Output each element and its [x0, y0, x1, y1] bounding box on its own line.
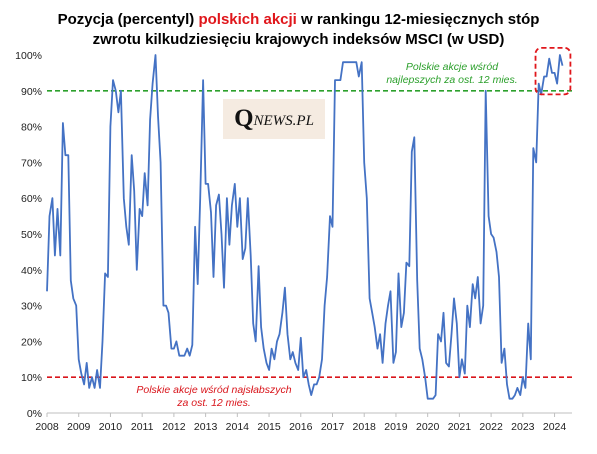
x-tick-label: 2010 [99, 421, 123, 433]
x-tick-label: 2019 [384, 421, 408, 433]
x-tick-label: 2024 [543, 421, 567, 433]
x-tick-label: 2015 [257, 421, 281, 433]
logo-text: NEWS.PL [253, 112, 314, 129]
y-tick-label: 10% [21, 372, 42, 384]
x-tick-label: 2018 [353, 421, 377, 433]
y-tick-label: 30% [21, 301, 42, 313]
qnews-logo: Q NEWS.PL [223, 99, 325, 139]
lower-annotation-line2: za ost. 12 mies. [176, 397, 251, 409]
chart-title-part2: w rankingu 12-miesięcznych stóp [296, 11, 540, 28]
x-tick-label: 2022 [479, 421, 503, 433]
x-tick-label: 2012 [162, 421, 186, 433]
x-tick-label: 2011 [131, 421, 154, 433]
chart-title-line1: Pozycja (percentyl) polskich akcji w ran… [0, 10, 597, 30]
x-tick-label: 2013 [194, 421, 218, 433]
series-layer [46, 54, 564, 400]
y-tick-label: 20% [21, 336, 42, 348]
y-tick-label: 90% [21, 86, 42, 98]
y-tick-label: 80% [21, 122, 42, 134]
x-tick-label: 2009 [67, 421, 91, 433]
upper-annotation-line1: Polskie akcje wśród [406, 61, 499, 73]
x-tick-label: 2021 [448, 421, 472, 433]
y-tick-label: 70% [21, 157, 42, 169]
axes: 0% 10% 20% 30% 40% 50% 60% 70% 80% 90% 100% 2008 200… [15, 50, 572, 433]
chart-title: Pozycja (percentyl) polskich akcji w ran… [0, 10, 597, 50]
chart-title-highlight: polskich akcji [198, 11, 297, 28]
y-tick-label: 60% [21, 193, 42, 205]
chart-title-part1: Pozycja (percentyl) [57, 11, 199, 28]
series-line [46, 54, 564, 400]
y-tick-label: 50% [21, 229, 42, 241]
logo-letter-q: Q [234, 105, 254, 132]
x-tick-label: 2014 [226, 421, 250, 433]
y-tick-label: 100% [15, 50, 42, 62]
y-tick-label: 0% [27, 408, 42, 420]
chart-title-line2: zwrotu kilkudziesięciu krajowych indeksó… [92, 31, 505, 48]
y-tick-label: 40% [21, 265, 42, 277]
x-tick-label: 2008 [35, 421, 59, 433]
x-tick-label: 2023 [511, 421, 535, 433]
x-tick-label: 2020 [416, 421, 440, 433]
lower-annotation-line1: Polskie akcje wśród najsłabszych [136, 384, 291, 396]
x-tick-label: 2017 [321, 421, 345, 433]
x-tick-label: 2016 [289, 421, 313, 433]
highlight-box [534, 46, 572, 96]
upper-annotation-line2: najlepszych za ost. 12 mies. [386, 74, 517, 86]
